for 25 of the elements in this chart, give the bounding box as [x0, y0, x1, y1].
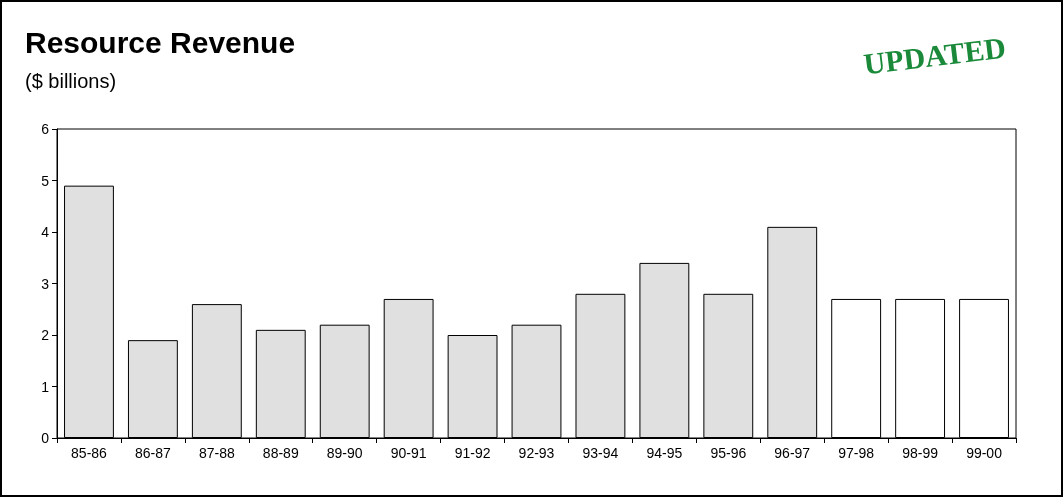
x-tick-label: 99-00 [966, 445, 1003, 461]
x-tick-label: 85-86 [71, 445, 108, 461]
x-tick-label: 97-98 [838, 445, 875, 461]
x-tick-label: 89-90 [326, 445, 363, 461]
y-tick-label: 0 [41, 430, 50, 446]
y-tick-label: 2 [41, 327, 50, 343]
x-tick-label: 93-94 [582, 445, 619, 461]
x-tick-label: 90-91 [390, 445, 427, 461]
text: UPDATED [861, 30, 1008, 81]
chart-title: Resource Revenue [25, 25, 296, 59]
x-tick-label: 94-95 [646, 445, 683, 461]
x-tick-label: 95-96 [710, 445, 747, 461]
y-tick-label: 4 [41, 224, 50, 240]
x-tick-label: 88-89 [262, 445, 299, 461]
x-tick-label: 92-93 [518, 445, 555, 461]
y-tick-label: 3 [41, 275, 50, 292]
y-tick-label: 5 [41, 172, 50, 189]
x-tick-label: 96-97 [774, 445, 811, 461]
x-tick-label: 98-99 [902, 445, 939, 461]
x-tick-label: 91-92 [454, 445, 491, 461]
y-tick-label: 1 [41, 378, 50, 395]
x-tick-label: 87-88 [198, 445, 235, 461]
x-tick-label: 86-87 [134, 445, 172, 461]
y-tick-label: 6 [41, 121, 50, 137]
chart-subtitle: ($ billions) [25, 70, 117, 92]
